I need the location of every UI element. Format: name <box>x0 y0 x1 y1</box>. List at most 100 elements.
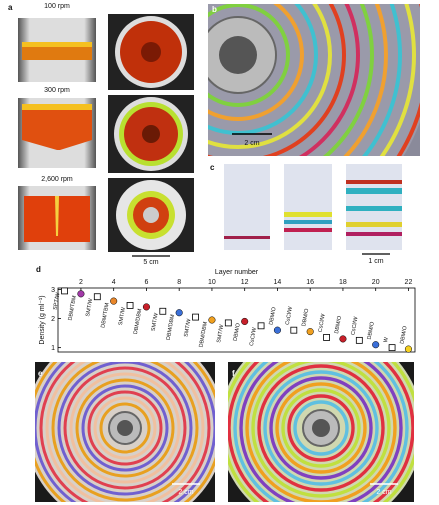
point <box>61 287 68 295</box>
scale-label: 5 cm <box>143 259 158 266</box>
point <box>224 319 232 327</box>
x-axis-title: Layer number <box>215 269 259 276</box>
point <box>290 326 298 334</box>
point <box>126 302 134 309</box>
point-label: DBM/O <box>233 322 242 342</box>
ring-photo <box>35 362 215 502</box>
point <box>306 328 314 336</box>
ring <box>257 364 385 492</box>
point-label: DBM/O <box>367 321 376 341</box>
ring-photo <box>228 362 414 502</box>
ring <box>287 394 355 462</box>
panel-label: c <box>210 163 215 172</box>
point-label: CsCl/W <box>318 313 327 333</box>
ring <box>75 378 175 478</box>
point-label: SMT/W <box>85 297 94 317</box>
point <box>175 309 183 317</box>
point <box>241 317 249 326</box>
hub-center <box>312 419 330 437</box>
ring <box>233 362 409 502</box>
point <box>355 336 363 344</box>
x-tick-label: 16 <box>306 279 314 286</box>
ring <box>87 390 163 466</box>
strip-photos <box>224 164 402 250</box>
disc-photos <box>108 14 194 252</box>
point-label: SMT/W <box>151 312 160 332</box>
x-tick-label: 10 <box>208 279 216 286</box>
speed-label: 2,600 rpm <box>41 176 73 183</box>
point <box>372 341 380 349</box>
x-tick-label: 2 <box>79 279 83 286</box>
ring <box>81 384 169 472</box>
ring <box>293 400 349 456</box>
point-label: DBM/DBM <box>133 308 143 335</box>
x-tick-label: 6 <box>144 279 148 286</box>
point-label: DBM/O <box>269 306 278 326</box>
point <box>77 290 85 298</box>
point-label: CsCl/W <box>285 305 294 325</box>
x-tick-label: 20 <box>372 279 380 286</box>
point <box>388 344 396 352</box>
scale-label: 2 cm <box>244 140 259 147</box>
ring <box>322 4 374 156</box>
ring <box>208 4 332 149</box>
point-label: DBM/DBM <box>198 321 208 348</box>
point <box>323 334 330 341</box>
point <box>110 297 118 305</box>
panel-label: a <box>8 3 13 12</box>
point-label: SMT/W <box>216 323 225 343</box>
point-label: DBM/O <box>301 307 310 327</box>
ring <box>269 376 373 480</box>
ring <box>281 388 361 468</box>
ring <box>208 4 290 107</box>
hub-center <box>219 36 257 74</box>
point-label: SMT/W <box>183 318 192 338</box>
x-tick-label: 22 <box>405 279 413 286</box>
ring <box>263 370 379 486</box>
scale-label: 2 cm <box>376 489 391 496</box>
ring <box>362 4 402 156</box>
x-tick-label: 8 <box>177 279 181 286</box>
point-label: DBM/DBM <box>166 314 176 341</box>
ring <box>245 362 397 502</box>
hub-center <box>117 420 133 436</box>
cylinder-photos <box>18 18 96 250</box>
panel-label: b <box>212 5 217 14</box>
x-tick-label: 18 <box>339 279 347 286</box>
ring <box>251 362 391 498</box>
ring-photo <box>208 4 420 156</box>
point-label: SPT/W <box>53 291 62 310</box>
ring <box>239 362 403 502</box>
ring <box>228 362 414 502</box>
ring <box>45 362 205 502</box>
ring <box>208 4 318 135</box>
ring <box>343 4 388 156</box>
scale-label: 2 cm <box>178 489 193 496</box>
panel-label: e <box>38 369 43 378</box>
y-tick-label: 3 <box>51 287 55 294</box>
point <box>159 307 167 315</box>
point-label: CsCl/W <box>249 326 258 346</box>
point-label: DBM/TBM <box>100 302 110 328</box>
ring <box>275 382 367 474</box>
scale-label: 1 cm <box>368 258 383 265</box>
plot-frame <box>57 287 416 353</box>
panel-label: f <box>232 369 235 378</box>
ring <box>298 4 360 156</box>
y-axis-title: Density (g ml⁻¹) <box>39 295 46 344</box>
x-tick-label: 14 <box>274 279 282 286</box>
point-label: DBM/TBM <box>68 295 78 321</box>
speed-label: 300 rpm <box>44 87 70 94</box>
ring <box>39 362 211 502</box>
ring <box>208 4 304 121</box>
ring <box>57 362 193 496</box>
ring <box>93 396 157 460</box>
ring <box>69 372 181 484</box>
point-label: SMT/W <box>118 306 127 326</box>
speed-label: 100 rpm <box>44 3 70 10</box>
point <box>93 293 101 301</box>
ring <box>379 4 416 156</box>
ring <box>208 4 346 156</box>
